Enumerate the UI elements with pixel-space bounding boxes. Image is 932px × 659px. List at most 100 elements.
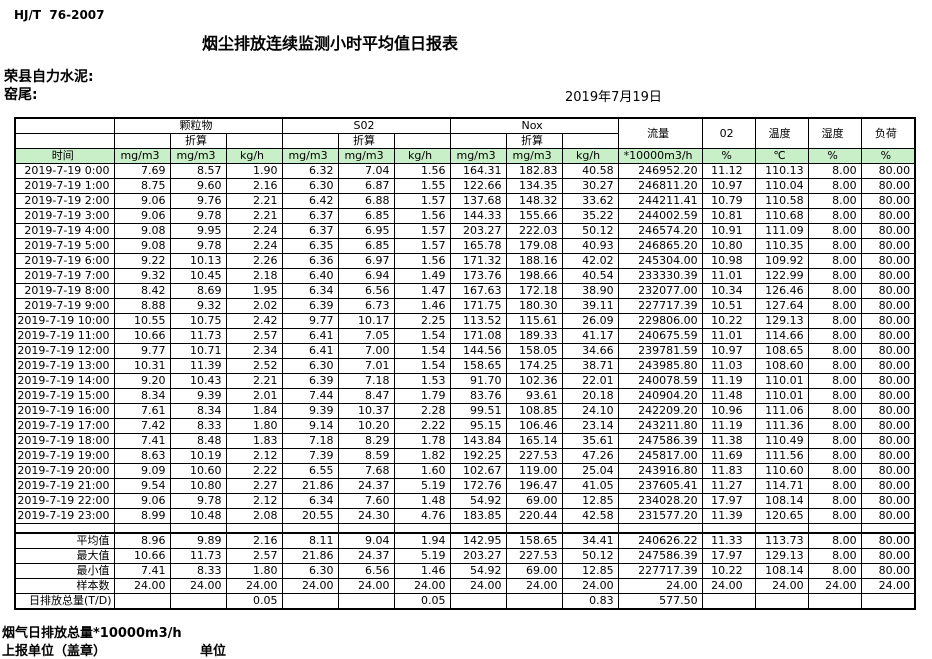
value-cell: 122.66 [449,178,507,194]
time-cell: 2019-7-19 1:00 [14,178,115,194]
value-cell: 233330.39 [617,268,703,284]
value-cell: 24.00 [337,578,395,594]
value-cell: 7.68 [337,463,395,479]
value-cell: 95.15 [449,418,507,434]
value-cell: 2.52 [225,358,283,374]
blank-cell [449,523,507,534]
data-row: 2019-7-19 18:00 7.41 8.48 1.83 7.18 8.29 1.78 1… [14,433,916,449]
data-row: 2019-7-19 2:00 9.06 9.76 2.21 6.42 6.88 1.57 13… [14,193,916,209]
value-cell: 8.11 [281,532,339,549]
value-cell: 7.04 [337,163,395,179]
value-cell: 10.79 [701,193,756,209]
data-row: 2019-7-19 0:00 7.69 8.57 1.90 6.32 7.04 1.56 16… [14,163,916,179]
value-cell: 127.64 [754,298,809,314]
value-cell: 24.00 [617,578,703,594]
value-cell: 80.00 [860,238,916,254]
value-cell: 122.99 [754,268,809,284]
value-cell: 2.34 [225,343,283,359]
value-cell: 1.79 [393,388,451,404]
summary-row: 样本数 24.00 24.00 24.00 24.00 24.00 24.00 24.00 24… [14,578,916,594]
value-cell: 9.77 [113,343,171,359]
value-cell: 244002.59 [617,208,703,224]
value-cell: 11.27 [701,478,756,494]
blank-cell [393,523,451,534]
flue-gas-total-note: 烟气日排放总量*10000m3/h [2,626,182,641]
value-cell: 6.40 [281,268,339,284]
value-cell: 0.05 [225,593,283,610]
blank-cell [860,523,916,534]
value-cell: 234028.20 [617,493,703,509]
station-name: 窑尾: [4,87,38,103]
summary-label: 平均值 [14,532,115,549]
value-cell: 144.56 [449,343,507,359]
value-cell: 158.05 [505,343,563,359]
value-cell: 183.85 [449,508,507,524]
value-cell: 110.68 [754,208,809,224]
value-cell: 2.27 [225,478,283,494]
value-cell: 6.37 [281,208,339,224]
value-cell: 6.42 [281,193,339,209]
value-cell: 10.48 [169,508,227,524]
value-cell: 24.00 [113,578,171,594]
value-cell: 10.31 [113,358,171,374]
value-cell: 180.30 [505,298,563,314]
value-cell: 6.87 [337,178,395,194]
value-cell: 1.83 [225,433,283,449]
value-cell: 1.47 [393,283,451,299]
value-cell: 113.52 [449,313,507,329]
value-cell: 41.05 [561,478,619,494]
value-cell: 11.03 [701,358,756,374]
unit-label: 单位 [200,644,227,659]
column-header: 02 [701,117,756,149]
value-cell: 9.04 [337,532,395,549]
summary-label: 日排放总量(T/D) [29,594,112,607]
value-cell: 8.00 [807,478,862,494]
value-cell: 143.84 [449,433,507,449]
value-cell: 9.32 [169,298,227,314]
value-cell: 2.22 [393,418,451,434]
value-cell: 1.56 [393,208,451,224]
value-cell: 155.66 [505,208,563,224]
value-cell: 232077.00 [617,283,703,299]
unit-header: % [807,148,862,164]
value-cell: 80.00 [860,463,916,479]
value-cell: 1.56 [393,163,451,179]
value-cell: 80.00 [860,388,916,404]
header-row-groups: 颗粒物 S02 Nox 流量 02 温度 湿度 负荷 [14,117,916,149]
report-title: 烟尘排放连续监测小时平均值日报表 [201,34,458,53]
value-cell: 80.00 [860,373,916,389]
value-cell: 165.78 [449,238,507,254]
value-cell: 8.00 [807,548,862,564]
value-cell: 30.27 [561,178,619,194]
time-cell: 2019-7-19 3:00 [14,208,115,224]
data-row: 2019-7-19 21:00 9.54 10.80 2.27 21.86 24.37 5.… [14,478,916,494]
value-cell: 17.97 [701,548,756,564]
value-cell: 6.30 [281,358,339,374]
value-cell: 9.78 [169,493,227,509]
summary-label: 最小值 [14,563,115,579]
value-cell: 148.32 [505,193,563,209]
group-header: 颗粒物 [113,117,283,134]
value-cell: 227717.39 [617,298,703,314]
value-cell: 39.11 [561,298,619,314]
value-cell: 237605.41 [617,478,703,494]
value-cell: 8.47 [337,388,395,404]
value-cell: 80.00 [860,358,916,374]
value-cell: 11.19 [701,373,756,389]
value-cell: 8.00 [807,373,862,389]
value-cell: 40.93 [561,238,619,254]
value-cell: 167.63 [449,283,507,299]
data-row: 2019-7-19 19:00 8.63 10.19 2.12 7.39 8.59 1.82… [14,448,916,464]
value-cell: 80.00 [860,328,916,344]
value-cell: 8.00 [807,238,862,254]
value-cell: 6.35 [281,238,339,254]
value-cell: 24.00 [281,578,339,594]
value-cell: 24.00 [449,578,507,594]
value-cell: 80.00 [860,208,916,224]
value-cell: 120.65 [754,508,809,524]
value-cell: 240626.22 [617,532,703,549]
value-cell: 2.18 [225,268,283,284]
value-cell: 6.34 [281,493,339,509]
value-cell: 2.26 [225,253,283,269]
value-cell: 8.00 [807,388,862,404]
